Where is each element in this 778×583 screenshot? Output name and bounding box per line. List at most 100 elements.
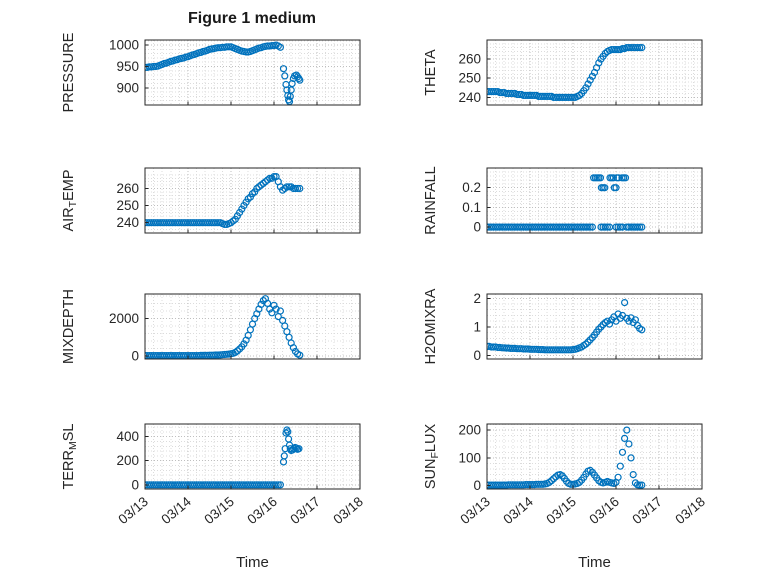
svg-text:0.1: 0.1: [462, 200, 481, 215]
axes-box: [486, 423, 703, 490]
svg-text:0: 0: [473, 348, 481, 363]
tick-marks: [144, 188, 361, 233]
data-points: [145, 41, 304, 105]
svg-text:240: 240: [116, 215, 139, 230]
grid-minor: [145, 424, 360, 489]
tick-marks: [144, 317, 361, 359]
axes-box: [144, 293, 361, 360]
svg-text:0: 0: [131, 477, 139, 492]
subplot-mixdepth: 0 2000 MIXDEPTH: [61, 289, 361, 364]
grid-minor: [145, 40, 360, 105]
svg-text:250: 250: [458, 71, 481, 86]
svg-text:0: 0: [473, 220, 481, 235]
grid-minor: [487, 40, 702, 105]
svg-text:250: 250: [116, 198, 139, 213]
axes-box: [486, 167, 703, 234]
tick-marks: [144, 436, 361, 489]
grid-major: [145, 40, 360, 105]
y-axis-label: THETA: [423, 49, 439, 96]
tick-marks: [486, 297, 703, 359]
svg-text:0: 0: [473, 478, 481, 493]
plot-background: [487, 40, 702, 105]
x-axis-label: Time: [236, 554, 269, 571]
svg-text:03/18: 03/18: [330, 494, 366, 527]
svg-text:03/17: 03/17: [287, 494, 323, 527]
grid-minor: [487, 424, 702, 489]
y-axis-label: MIXDEPTH: [61, 289, 77, 364]
data-points: [145, 173, 304, 228]
grid-minor: [487, 168, 702, 233]
subplot-sun_flux: 0 100 200 SUNFLUX 03/13 03/14 03/15 03/16 03/17 0…: [423, 423, 708, 571]
grid-major: [487, 168, 702, 233]
svg-text:03/14: 03/14: [500, 494, 536, 528]
axes-box: [486, 39, 703, 106]
svg-text:1000: 1000: [109, 38, 139, 53]
y-axis-tick-labels: 240 250 260: [116, 181, 139, 230]
subplot-theta: 240 250 260 THETA: [423, 39, 703, 106]
svg-text:260: 260: [458, 52, 481, 67]
figure-title: Figure 1 medium: [187, 10, 317, 27]
grid-major: [487, 424, 702, 489]
svg-text:03/16: 03/16: [244, 494, 280, 527]
y-axis-label: H2OMIXRA: [423, 288, 439, 364]
grid-major: [145, 294, 360, 359]
svg-text:950: 950: [116, 59, 139, 74]
svg-text:03/13: 03/13: [115, 494, 151, 527]
y-axis-label: SUNFLUX: [423, 424, 441, 490]
data-points: [487, 426, 646, 489]
y-axis-tick-labels: 0 1 2: [473, 291, 481, 363]
tick-marks: [486, 429, 703, 489]
tick-marks: [144, 44, 361, 105]
svg-text:400: 400: [116, 429, 139, 444]
y-axis-tick-labels: 0 100 200: [458, 423, 481, 494]
subplot-pressure: 900 950 1000 PRESSURE: [61, 32, 361, 112]
y-axis-tick-labels: 240 250 260: [458, 52, 481, 105]
svg-text:03/16: 03/16: [586, 494, 622, 527]
axes-box: [144, 167, 361, 234]
svg-text:03/18: 03/18: [672, 494, 708, 527]
axes-box: [144, 423, 361, 490]
plot-background: [145, 424, 360, 489]
svg-text:200: 200: [116, 453, 139, 468]
subplot-rainfall: 0 0.1 0.2 RAINFALL: [423, 166, 703, 235]
svg-text:260: 260: [116, 181, 139, 196]
y-axis-label: AIRTEMP: [61, 169, 79, 231]
axes-box: [144, 39, 361, 106]
plot-background: [145, 168, 360, 233]
svg-text:100: 100: [458, 450, 481, 465]
tick-marks: [486, 187, 703, 233]
svg-text:900: 900: [116, 80, 139, 95]
y-axis-tick-labels: 0 0.1 0.2: [462, 180, 481, 234]
svg-text:0: 0: [131, 349, 139, 364]
subplot-air_temp: 240 250 260 AIRTEMP: [61, 167, 361, 234]
y-axis-label: TERRMSL: [61, 424, 79, 490]
tick-marks: [486, 58, 703, 105]
data-points: [487, 174, 646, 231]
svg-text:03/13: 03/13: [457, 494, 493, 527]
plot-background: [145, 40, 360, 105]
x-axis-tick-labels: 03/13 03/14 03/15 03/16 03/17 03/18: [457, 494, 708, 528]
y-axis-tick-labels: 0 2000: [109, 311, 139, 364]
svg-text:240: 240: [458, 90, 481, 105]
x-axis-label: Time: [578, 554, 611, 571]
svg-text:03/14: 03/14: [158, 494, 194, 528]
svg-text:03/17: 03/17: [629, 494, 665, 527]
y-axis-tick-labels: 0 200 400: [116, 429, 139, 492]
svg-text:200: 200: [458, 423, 481, 438]
y-axis-label: RAINFALL: [423, 166, 439, 235]
grid-minor: [145, 168, 360, 233]
plot-background: [487, 294, 702, 359]
svg-text:2: 2: [473, 291, 481, 306]
subplot-h2omixra: 0 1 2 H2OMIXRA: [423, 288, 703, 364]
y-axis-label: PRESSURE: [61, 32, 77, 112]
grid-major: [145, 424, 360, 489]
x-axis-tick-labels: 03/13 03/14 03/15 03/16 03/17 03/18: [115, 494, 366, 528]
data-points: [487, 43, 646, 102]
data-points: [145, 295, 304, 359]
svg-text:0.2: 0.2: [462, 180, 481, 195]
data-points: [487, 299, 646, 354]
svg-text:2000: 2000: [109, 311, 139, 326]
subplot-terr_msl: 0 200 400 TERRMSL 03/13 03/14 03/15 03/16 03/17 0…: [61, 423, 366, 571]
